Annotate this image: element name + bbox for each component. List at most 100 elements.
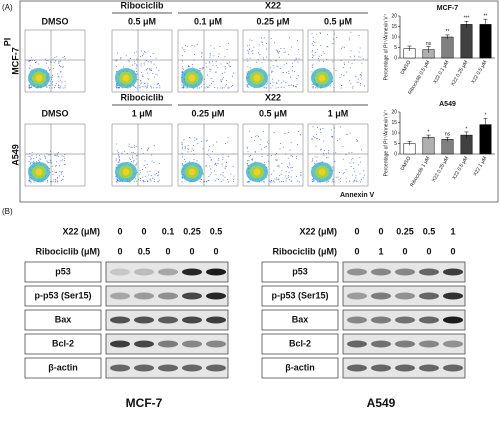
event-dot xyxy=(219,46,221,48)
event-dot xyxy=(291,170,293,172)
y-tick-label: 10 xyxy=(391,130,397,136)
event-dot xyxy=(181,71,183,73)
event-dot xyxy=(139,173,141,175)
event-dot xyxy=(184,147,186,149)
event-dot xyxy=(153,161,155,163)
event-dot xyxy=(28,61,30,63)
event-dot xyxy=(202,181,204,183)
treatment-label: Ribociclib (μM) xyxy=(35,246,100,256)
event-dot xyxy=(272,70,274,72)
event-dot xyxy=(151,160,153,162)
event-dot xyxy=(312,54,314,56)
event-dot xyxy=(190,150,192,152)
event-dot xyxy=(274,42,276,44)
event-dot xyxy=(60,85,62,87)
band xyxy=(419,268,439,276)
treatment-value: 0 xyxy=(354,246,359,256)
band xyxy=(206,340,226,348)
event-dot xyxy=(150,86,152,88)
event-dot xyxy=(267,82,269,84)
event-dot xyxy=(221,72,223,74)
event-dot xyxy=(314,137,316,139)
event-dot xyxy=(56,155,58,157)
event-dot xyxy=(201,53,203,55)
x-tick-label: Ribociclib 1 μM xyxy=(409,156,431,188)
band xyxy=(182,292,202,300)
event-dot xyxy=(118,155,120,157)
event-dot xyxy=(44,155,46,157)
event-dot xyxy=(251,158,253,160)
event-dot xyxy=(286,166,288,168)
event-dot xyxy=(142,152,144,154)
event-dot xyxy=(340,126,342,128)
event-dot xyxy=(283,181,285,183)
event-dot xyxy=(354,171,356,173)
event-dot xyxy=(217,67,219,69)
event-dot xyxy=(283,86,285,88)
event-dot xyxy=(29,152,31,154)
event-dot xyxy=(181,143,183,145)
error-bar xyxy=(483,18,488,30)
event-dot xyxy=(210,68,212,70)
event-dot xyxy=(334,160,336,162)
event-dot xyxy=(154,76,156,78)
event-dot xyxy=(209,157,211,159)
event-dot xyxy=(117,52,119,54)
event-dot xyxy=(139,180,141,182)
event-dot xyxy=(64,163,66,165)
event-dot xyxy=(57,76,59,78)
event-dot xyxy=(218,158,220,160)
event-dot xyxy=(338,179,340,181)
event-dot xyxy=(49,69,51,71)
event-dot xyxy=(217,163,219,165)
event-dot xyxy=(259,54,261,56)
event-dot xyxy=(119,86,121,88)
event-dot xyxy=(233,175,235,177)
event-dot xyxy=(280,48,282,50)
event-dot xyxy=(318,60,320,62)
band xyxy=(419,292,439,300)
event-dot xyxy=(32,160,34,162)
event-dot xyxy=(232,165,234,167)
event-dot xyxy=(200,141,202,143)
event-dot xyxy=(140,63,142,65)
event-dot xyxy=(54,165,56,167)
event-dot xyxy=(248,53,250,55)
event-dot xyxy=(194,54,196,56)
event-dot xyxy=(331,136,333,138)
event-dot xyxy=(36,161,38,163)
event-dot xyxy=(227,137,229,139)
event-dot xyxy=(54,181,56,183)
event-dot xyxy=(222,156,224,158)
event-dot xyxy=(286,72,288,74)
event-dot xyxy=(182,67,184,69)
event-dot xyxy=(157,181,159,183)
event-dot xyxy=(260,67,262,69)
event-dot xyxy=(347,61,349,63)
event-dot xyxy=(152,177,154,179)
event-dot xyxy=(281,170,283,172)
event-dot xyxy=(153,87,155,89)
event-dot xyxy=(361,62,363,64)
event-dot xyxy=(181,47,183,49)
event-dot xyxy=(320,44,322,46)
event-dot xyxy=(223,77,225,79)
event-dot xyxy=(48,87,50,89)
event-dot xyxy=(117,150,119,152)
event-dot xyxy=(136,65,138,67)
treatment-value: 0 xyxy=(117,246,122,256)
event-dot xyxy=(251,51,253,53)
event-dot xyxy=(275,159,277,161)
event-dot xyxy=(337,176,339,178)
event-dot xyxy=(349,56,351,58)
event-dot xyxy=(287,53,289,55)
event-dot xyxy=(28,160,30,162)
event-dot xyxy=(311,66,313,68)
event-dot xyxy=(205,165,207,167)
event-dot xyxy=(327,157,329,159)
event-dot xyxy=(154,174,156,176)
event-dot xyxy=(263,181,265,183)
event-dot xyxy=(155,173,157,175)
event-dot xyxy=(33,157,35,159)
event-dot xyxy=(187,145,189,147)
